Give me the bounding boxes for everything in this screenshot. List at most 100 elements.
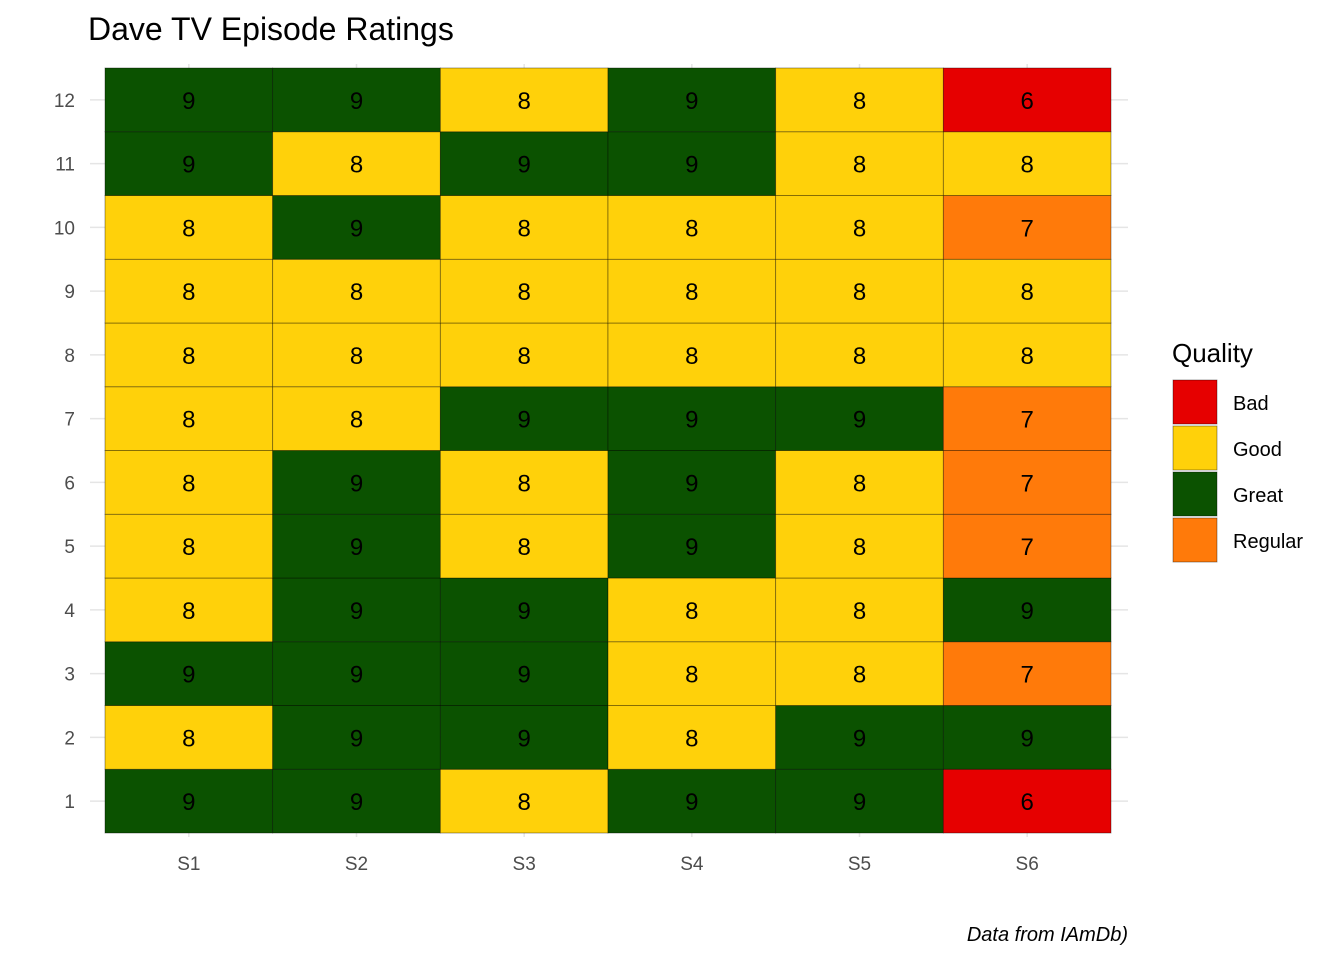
cell-value-label: 9 (853, 789, 866, 816)
cell-value-label: 8 (182, 279, 195, 306)
heatmap-cell-s6-e6 (942, 450, 1112, 515)
cell-value-label: 9 (685, 470, 698, 497)
heatmap-cell-s6-e12 (942, 67, 1112, 133)
heatmap-cell-s3-e5 (439, 513, 609, 579)
heatmap-cell-s4-e10 (607, 195, 777, 260)
heatmap-cell-s2-e8 (272, 322, 441, 388)
x-tick-label: S6 (1016, 854, 1039, 875)
cell-value-label: 9 (182, 88, 195, 115)
cell-value-label: 8 (350, 407, 363, 434)
heatmap-cells (104, 67, 1112, 834)
heatmap-cell-s2-e9 (272, 258, 441, 324)
y-tick-label: 2 (64, 728, 75, 749)
cell-value-label: 9 (182, 662, 195, 689)
cell-value-label: 8 (685, 279, 698, 306)
cell-value-label: 9 (517, 725, 530, 752)
cell-value-label: 8 (182, 470, 195, 497)
cell-value-label: 8 (182, 598, 195, 625)
x-tick-label: S3 (513, 854, 536, 875)
cell-value-label: 8 (517, 343, 530, 370)
cell-value-label: 8 (182, 725, 195, 752)
heatmap-cell-s1-e3 (104, 641, 274, 706)
heatmap-cell-s5-e12 (775, 67, 944, 133)
cell-value-label: 9 (350, 662, 363, 689)
cell-value-label: 9 (350, 789, 363, 816)
cell-value-label: 9 (853, 725, 866, 752)
cell-value-label: 8 (350, 279, 363, 306)
cell-value-label: 9 (517, 407, 530, 434)
heatmap-cell-s2-e5 (272, 513, 441, 579)
heatmap-cell-s5-e7 (775, 386, 944, 451)
cell-value-label: 6 (1020, 88, 1033, 115)
heatmap-cell-s5-e5 (775, 513, 944, 579)
heatmap-cell-s5-e2 (775, 705, 944, 770)
cell-value-label: 9 (182, 152, 195, 179)
cell-value-label: 8 (517, 470, 530, 497)
cell-value-label: 8 (182, 534, 195, 561)
heatmap-cell-s1-e6 (104, 450, 274, 515)
cell-value-label: 8 (853, 88, 866, 115)
heatmap-cell-s4-e9 (607, 258, 777, 324)
cell-value-label: 8 (517, 88, 530, 115)
heatmap-cell-s4-e3 (607, 641, 777, 706)
heatmap-cell-s3-e10 (439, 195, 609, 260)
cell-value-label: 7 (1020, 662, 1033, 689)
cell-value-label: 8 (182, 343, 195, 370)
cell-value-label: 8 (517, 789, 530, 816)
cell-labels: 9 9 8 9 9 6 8 9 9 8 9 9 9 9 9 8 8 7 8 9 9 8 8 9 8 9 8 9 8 7 8 9 8 9 8 7 8 8 9 9… (182, 88, 1034, 816)
heatmap-cell-s3-e3 (439, 641, 609, 706)
heatmap-cell-s1-e2 (104, 705, 274, 770)
heatmap-cell-s4-e7 (607, 386, 777, 451)
y-tick-label: 4 (64, 601, 75, 622)
cell-value-label: 8 (853, 534, 866, 561)
y-tick-label: 1 (64, 792, 75, 813)
heatmap-cell-s5-e11 (775, 131, 944, 196)
heatmap-cell-s3-e6 (439, 450, 609, 515)
cell-value-label: 8 (517, 279, 530, 306)
legend-title: Quality (1172, 338, 1253, 368)
cell-value-label: 8 (853, 470, 866, 497)
chart-title: Dave TV Episode Ratings (88, 11, 454, 47)
cell-value-label: 8 (517, 534, 530, 561)
x-tick-label: S4 (680, 854, 704, 875)
cell-value-label: 9 (1020, 598, 1033, 625)
cell-value-label: 8 (853, 598, 866, 625)
heatmap-cell-s3-e12 (439, 67, 609, 133)
chart-caption: Data from IAmDb) (967, 924, 1128, 946)
legend: Quality Bad Good Great Regular (1172, 338, 1303, 563)
cell-value-label: 8 (853, 215, 866, 242)
y-tick-label: 11 (55, 155, 75, 176)
x-tick-label: S2 (345, 854, 368, 875)
cell-value-label: 8 (853, 279, 866, 306)
heatmap-cell-s6-e9 (942, 258, 1112, 324)
heatmap-cell-s1-e11 (104, 131, 274, 196)
cell-value-label: 9 (350, 598, 363, 625)
heatmap-cell-s2-e12 (272, 67, 441, 133)
y-tick-label: 9 (64, 282, 75, 303)
legend-label-bad: Bad (1233, 393, 1269, 415)
cell-value-label: 7 (1020, 534, 1033, 561)
heatmap-cell-s6-e1 (942, 768, 1112, 834)
legend-key-bad (1172, 379, 1218, 425)
legend-label-great: Great (1233, 485, 1283, 507)
cell-value-label: 9 (685, 88, 698, 115)
heatmap-cell-s1-e9 (104, 258, 274, 324)
heatmap-cell-s6-e4 (942, 577, 1112, 643)
cell-value-label: 9 (182, 789, 195, 816)
legend-label-regular: Regular (1233, 531, 1303, 553)
heatmap-cell-s4-e4 (607, 577, 777, 643)
cell-value-label: 7 (1020, 407, 1033, 434)
heatmap-cell-s1-e12 (104, 67, 274, 133)
heatmap-cell-s2-e4 (272, 577, 441, 643)
cell-value-label: 9 (517, 598, 530, 625)
y-tick-label: 8 (64, 346, 75, 367)
cell-value-label: 9 (517, 662, 530, 689)
heatmap-cell-s1-e4 (104, 577, 274, 643)
cell-value-label: 8 (685, 598, 698, 625)
cell-value-label: 9 (685, 534, 698, 561)
y-tick-label: 10 (54, 218, 75, 239)
legend-label-good: Good (1233, 439, 1282, 461)
heatmap-cell-s4-e11 (607, 131, 777, 196)
y-tick-label: 5 (64, 537, 75, 558)
